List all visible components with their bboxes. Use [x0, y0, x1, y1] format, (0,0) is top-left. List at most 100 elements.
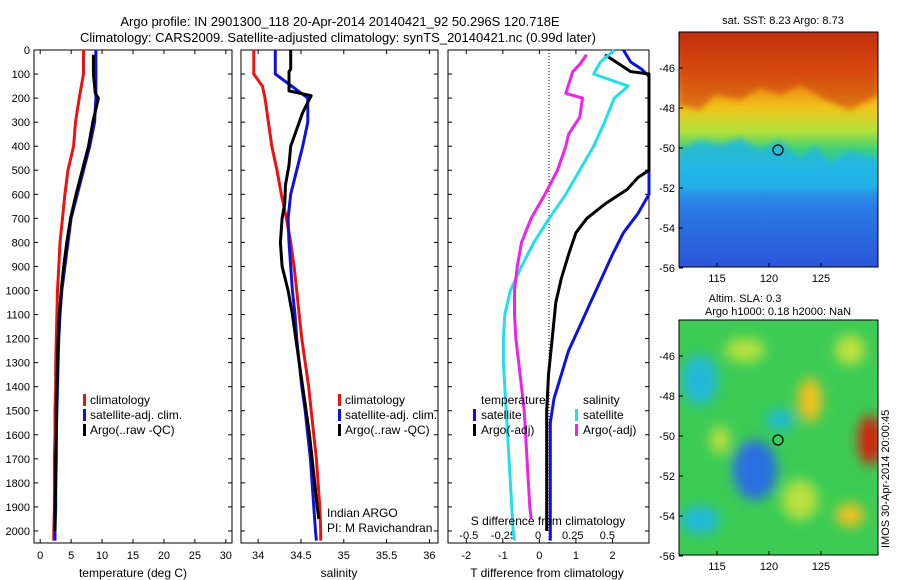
series-line-argo---raw--qc- — [53, 54, 100, 531]
sst-front — [679, 138, 878, 190]
sst-map-title: sat. SST: 8.23 Argo: 8.73 — [722, 15, 844, 27]
depth-tick-label: 300 — [12, 117, 30, 129]
map-y-tick-label: -52 — [659, 471, 675, 483]
difference-xlabel-top: S difference from climatology — [471, 514, 626, 528]
salinity-x-axis: 34 34.5 35 35.5 36 — [252, 50, 436, 562]
map-y-tick-label: -46 — [659, 351, 675, 363]
difference-series — [501, 48, 651, 541]
sla-feature — [680, 506, 720, 534]
series-line-argo---raw--qc- — [278, 50, 321, 520]
sla-map — [679, 320, 878, 555]
depth-axis: 0 100 200 300 400 500 600 700 800 900 1000 1100 1200… — [6, 45, 649, 538]
sla-argo-marker — [772, 434, 784, 446]
sla-feature — [858, 415, 878, 465]
x-tick-label: 20 — [158, 550, 170, 562]
legend-label-s-satellite: satellite — [583, 408, 624, 422]
map-x-tick-label: 120 — [760, 561, 778, 573]
legend-label-climatology: climatology — [345, 393, 405, 407]
depth-tick-label: 100 — [12, 69, 30, 81]
x-tick-label-s: 0.5 — [600, 530, 615, 542]
sst-map-x-axis: 115 120 125 — [708, 263, 830, 285]
temperature-xlabel: temperature (deg C) — [79, 566, 187, 580]
x-tick-label: 5 — [68, 550, 74, 562]
temperature-series — [52, 50, 100, 541]
sla-feature — [798, 378, 822, 422]
x-tick-label: 36 — [423, 550, 435, 562]
sla-feature — [782, 480, 818, 520]
map-y-tick-label: -54 — [659, 511, 675, 523]
x-tick-label: 35 — [338, 550, 350, 562]
sst-argo-marker — [772, 144, 784, 156]
sla-map-x-axis: 115 120 125 — [708, 551, 830, 573]
x-tick-label: -1 — [498, 550, 508, 562]
x-tick-label-s: 0.25 — [562, 530, 583, 542]
sst-map-frame — [678, 31, 879, 268]
legend-swatch-climatology — [83, 394, 86, 406]
depth-tick-label: 2000 — [6, 526, 30, 538]
x-tick-label: 2 — [609, 550, 615, 562]
legend-swatch-t-satellite — [473, 409, 476, 421]
map-y-tick-label: -52 — [659, 183, 675, 195]
depth-tick-label: 900 — [12, 261, 30, 273]
depth-tick-label: 0 — [24, 45, 30, 57]
depth-tick-label: 200 — [12, 93, 30, 105]
salinity-series — [252, 50, 323, 541]
x-tick-label: 30 — [220, 550, 232, 562]
depth-tick-label: 1400 — [6, 382, 30, 394]
x-tick-label: 15 — [127, 550, 139, 562]
legend-label-s-argo: Argo(-adj) — [583, 423, 636, 437]
legend-swatch-s-argo — [575, 424, 578, 436]
depth-tick-label: 1000 — [6, 285, 30, 297]
legend-swatch-t-argo — [473, 424, 476, 436]
depth-tick-label: 800 — [12, 237, 30, 249]
x-tick-label-s: -0.25 — [491, 530, 516, 542]
depth-tick-label: 1800 — [6, 478, 30, 490]
temperature-x-axis: 0 5 10 15 20 25 30 — [37, 50, 232, 562]
temperature-legend: climatology satellite-adj. clim. Argo(..… — [83, 393, 182, 437]
x-tick-label: 0 — [37, 550, 43, 562]
legend-label-satellite: satellite-adj. clim. — [90, 408, 182, 422]
sla-feature — [733, 440, 777, 500]
legend-label-t-argo: Argo(-adj) — [481, 423, 534, 437]
sst-map — [679, 32, 878, 267]
depth-tick-label: 1100 — [6, 310, 30, 322]
salinity-annotation-line1: Indian ARGO — [327, 506, 398, 520]
salinity-xlabel: salinity — [321, 566, 358, 580]
x-tick-label: 10 — [96, 550, 108, 562]
map-x-tick-label: 125 — [812, 273, 830, 285]
legend-label-t-satellite: satellite — [481, 408, 522, 422]
depth-tick-label: 600 — [12, 189, 30, 201]
sst-map-y-axis: -46 -48 -50 -52 -54 -56 — [659, 63, 683, 275]
sla-map-frame — [678, 319, 879, 556]
legend-label-climatology: climatology — [90, 393, 150, 407]
difference-x-axis: -2 -1 0 1 2 — [461, 50, 616, 562]
map-y-tick-label: -56 — [659, 263, 675, 275]
salinity-legend: climatology satellite-adj. clim. Argo(..… — [338, 393, 437, 437]
map-y-tick-label: -54 — [659, 223, 675, 235]
map-y-tick-label: -48 — [659, 103, 675, 115]
x-tick-label: 0 — [536, 550, 542, 562]
legend-header-temperature: temperature — [481, 393, 546, 407]
x-tick-label: 1 — [573, 550, 579, 562]
difference-legend: temperature salinity satellite Argo(-adj… — [473, 393, 636, 437]
x-tick-label: 34.5 — [290, 550, 311, 562]
map-y-tick-label: -48 — [659, 391, 675, 403]
depth-tick-label: 500 — [12, 165, 30, 177]
salinity-panel — [240, 49, 439, 544]
depth-tick-label: 1500 — [6, 406, 30, 418]
salinity-annotation-line2: PI: M Ravichandran — [327, 521, 432, 535]
sla-feature — [725, 338, 765, 362]
difference-xlabel: T difference from climatology — [470, 566, 624, 580]
temperature-panel — [33, 49, 233, 544]
map-y-tick-label: -46 — [659, 63, 675, 75]
depth-tick-label: 400 — [12, 141, 30, 153]
sla-map-y-axis: -46 -48 -50 -52 -54 -56 — [659, 351, 683, 563]
map-x-tick-label: 115 — [708, 273, 726, 285]
legend-label-argo: Argo(..raw -QC) — [90, 423, 175, 437]
map-y-tick-label: -50 — [659, 143, 675, 155]
sla-feature — [710, 426, 730, 454]
depth-tick-label: 1600 — [6, 430, 30, 442]
sla-feature — [835, 335, 865, 365]
x-tick-label-s: -0.5 — [459, 530, 478, 542]
